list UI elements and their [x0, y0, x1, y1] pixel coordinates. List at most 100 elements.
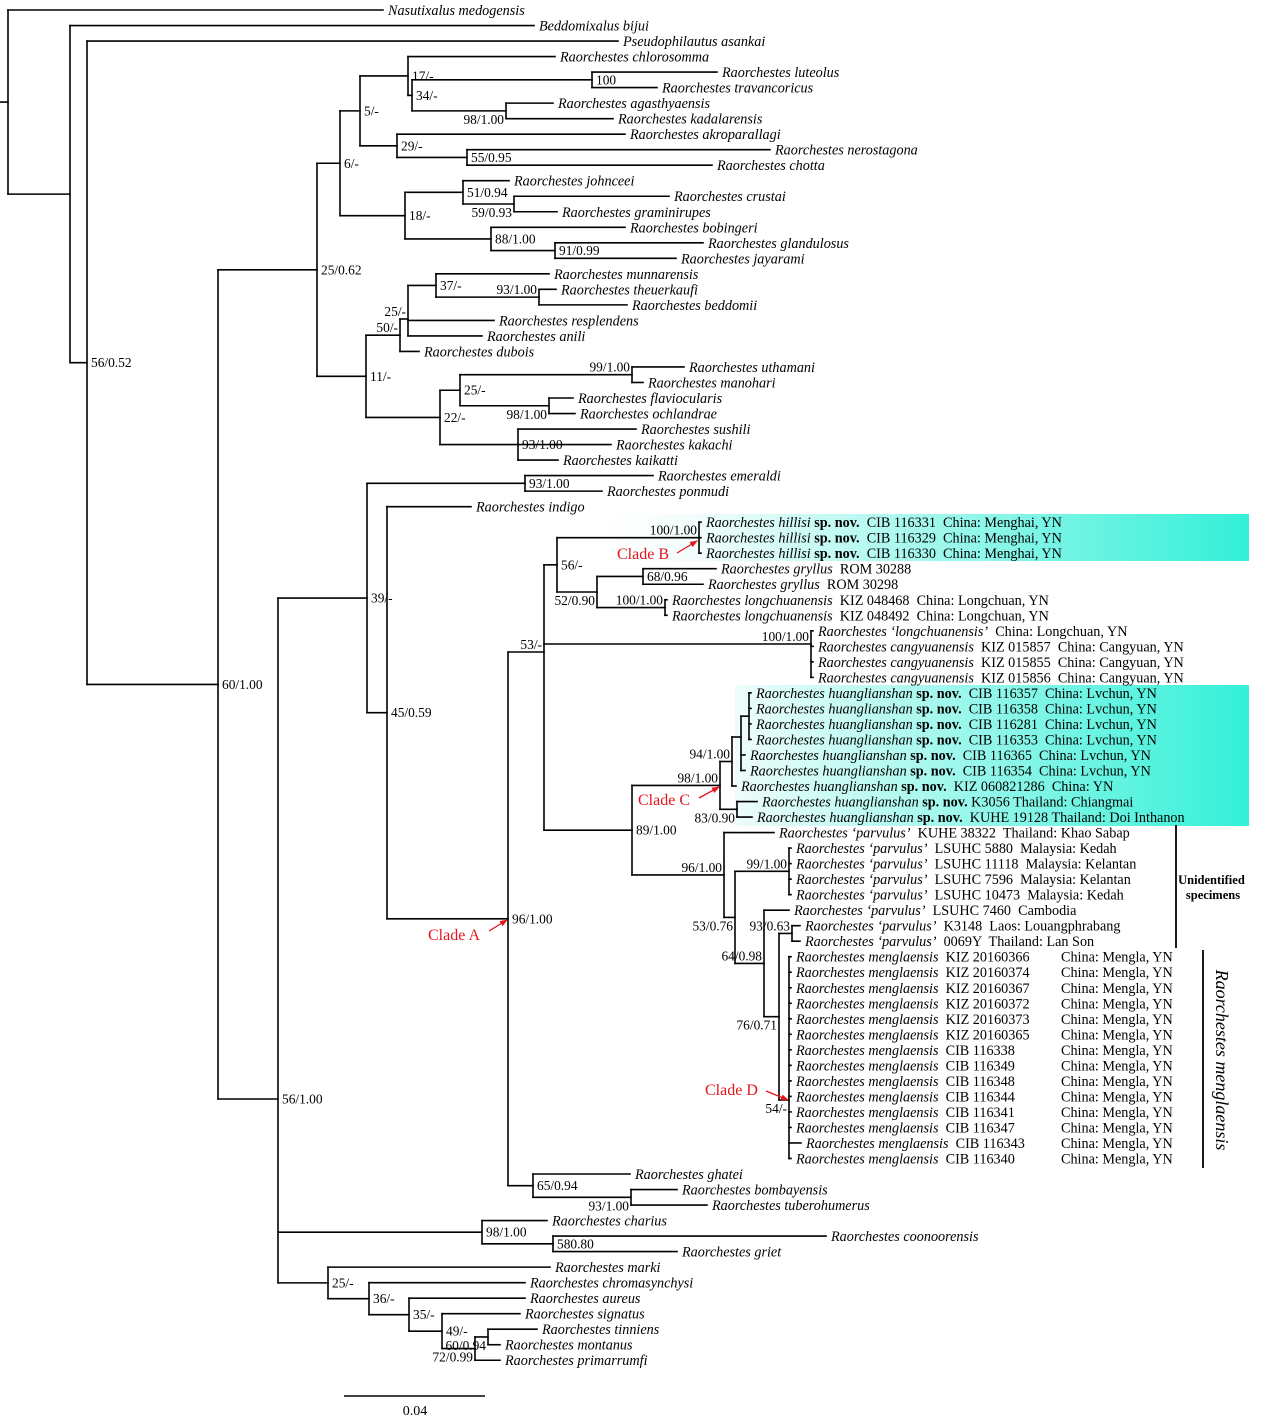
- voucher: CIB 116354: [963, 763, 1032, 779]
- taxon-name: Raorchestes menglaensis: [795, 1012, 939, 1028]
- leaf-label: Raorchestes travancoricus: [661, 81, 814, 97]
- clade-c-arrow-icon: [698, 786, 720, 799]
- support-value: 25/-: [464, 383, 486, 398]
- voucher: K3056: [971, 795, 1010, 811]
- leaf-label: Raorchestes huanglianshan sp. nov. CIB 1…: [749, 748, 1151, 764]
- support-value: 49/-: [446, 1324, 468, 1339]
- support-value: 60/0.94: [445, 1338, 486, 1353]
- taxon-name: Raorchestes johnceei: [513, 174, 634, 190]
- support-value: 39/-: [371, 591, 393, 606]
- support-value: 35/-: [413, 1307, 435, 1322]
- leaf-label: Raorchestes uthamani: [688, 360, 815, 376]
- support-value: 55/0.95: [471, 150, 512, 165]
- leaf-label: Raorchestes huanglianshan sp. nov. KIZ 0…: [740, 779, 1113, 795]
- leaf-label: Raorchestes ‘longchuanensis’ China: Long…: [817, 624, 1127, 640]
- locality: China: Mengla, YN: [1061, 950, 1173, 966]
- support-value: 100/1.00: [616, 593, 664, 608]
- leaf-label: Pseudophilautus asankai: [622, 34, 765, 50]
- leaf-label: Raorchestes ‘parvulus’ LSUHC 5880 Malays…: [795, 841, 1117, 857]
- taxon-name: Raorchestes marki: [554, 1260, 661, 1276]
- leaf-label: Raorchestes ‘parvulus’ LSUHC 11118 Malay…: [795, 857, 1136, 873]
- locality: China: Mengla, YN: [1061, 1105, 1173, 1121]
- leaf-label: Raorchestes munnarensis: [553, 267, 699, 283]
- locality: China: Mengla, YN: [1061, 1058, 1173, 1074]
- voucher: K3148: [944, 919, 983, 935]
- support-value: 56/-: [561, 557, 583, 572]
- leaf-label: Raorchestes jayarami: [680, 251, 805, 267]
- support-value: 51/0.94: [467, 185, 508, 200]
- leaf-label: Raorchestes huanglianshan sp. nov. CIB 1…: [755, 686, 1157, 702]
- locality: China: Cangyuan, YN: [1058, 670, 1184, 686]
- leaf-label: Raorchestes griet: [681, 1245, 782, 1261]
- locality: Malaysia: Kelantan: [1026, 857, 1137, 873]
- sp-nov-tag: sp. nov.: [916, 701, 961, 717]
- leaf-label: Raorchestes menglaensis CIB 116344 China:…: [795, 1089, 1173, 1105]
- support-value: 98/1.00: [677, 770, 718, 785]
- leaf-label: Raorchestes gryllus ROM 30288: [720, 562, 911, 578]
- clade-c-label: Clade C: [638, 792, 690, 809]
- taxon-name: Raorchestes chlorosomma: [559, 50, 709, 66]
- leaf-label: Raorchestes signatus: [524, 1307, 645, 1323]
- leaf-label: Raorchestes johnceei: [513, 174, 634, 190]
- leaf-label: Raorchestes menglaensis KIZ 20160373 Chin…: [795, 1012, 1173, 1028]
- locality: China: Mengla, YN: [1061, 1043, 1173, 1059]
- support-value: 53/-: [520, 637, 542, 652]
- voucher: KIZ 20160366: [946, 950, 1030, 966]
- leaf-label: Raorchestes indigo: [475, 500, 585, 516]
- leaf-label: Raorchestes ponmudi: [606, 484, 729, 500]
- taxon-name: Raorchestes cangyuanensis: [817, 670, 974, 686]
- locality: Thailand: Chiangmai: [1013, 795, 1133, 811]
- locality: China: Lvchun, YN: [1039, 748, 1151, 764]
- support-value: 34/-: [416, 88, 438, 103]
- voucher: CIB 116348: [946, 1074, 1015, 1090]
- clade-a-arrow-icon: [488, 919, 508, 932]
- locality: China: Lvchun, YN: [1045, 686, 1157, 702]
- taxon-name: Raorchestes anili: [486, 329, 585, 345]
- support-value: 98/1.00: [506, 407, 547, 422]
- taxon-name: Raorchestes kadalarensis: [617, 112, 763, 128]
- leaf-label: Raorchestes huanglianshan sp. nov. KUHE …: [756, 810, 1185, 826]
- locality: China: Menghai, YN: [943, 546, 1062, 562]
- voucher: KUHE 19128: [970, 810, 1048, 826]
- leaf-label: Raorchestes sushili: [640, 422, 750, 438]
- leaf-label: Raorchestes menglaensis CIB 116341 China:…: [795, 1105, 1173, 1121]
- taxon-name: Raorchestes longchuanensis: [671, 608, 833, 624]
- taxon-name: Raorchestes dubois: [423, 344, 535, 360]
- taxon-name: Raorchestes chotta: [716, 158, 825, 174]
- taxon-name: Raorchestes bombayensis: [681, 1183, 828, 1199]
- support-value: 25/-: [384, 304, 406, 319]
- scale-bar-label: 0.04: [403, 1404, 428, 1419]
- taxon-name: Raorchestes glandulosus: [707, 236, 849, 252]
- support-value: 45/0.59: [391, 705, 432, 720]
- support-value: 100/1.00: [650, 523, 698, 538]
- leaf-label: Raorchestes menglaensis KIZ 20160365 Chin…: [795, 1027, 1173, 1043]
- taxon-name: Beddomixalus bijui: [539, 19, 649, 35]
- sp-nov-tag: sp. nov.: [814, 531, 859, 547]
- clade-b-arrow-icon: [676, 540, 698, 554]
- highlight-huanglianshan: [735, 685, 1249, 826]
- clade-d-label: Clade D: [705, 1082, 758, 1099]
- leaf-label: Raorchestes marki: [554, 1260, 661, 1276]
- locality: Malaysia: Kelantan: [1020, 872, 1131, 888]
- voucher: KUHE 38322: [918, 826, 996, 842]
- locality: China: Lvchun, YN: [1039, 763, 1151, 779]
- locality: China: Longchuan, YN: [995, 624, 1127, 640]
- leaf-label: Raorchestes huanglianshan sp. nov. CIB 1…: [755, 717, 1157, 733]
- voucher: CIB 116349: [946, 1058, 1015, 1074]
- sp-nov-tag: sp. nov.: [916, 717, 961, 733]
- sp-nov-tag: sp. nov.: [922, 795, 967, 811]
- locality: Laos: Louangphrabang: [989, 919, 1120, 935]
- support-value: 29/-: [401, 138, 423, 153]
- taxon-name: Raorchestes gryllus: [720, 562, 833, 578]
- leaf-label: Raorchestes cangyuanensis KIZ 015856 Chi…: [817, 670, 1184, 686]
- support-value: 60/1.00: [222, 677, 263, 692]
- taxon-name: Raorchestes menglaensis: [795, 981, 939, 997]
- locality: Thailand: Lan Son: [989, 934, 1095, 950]
- leaf-label: Raorchestes anili: [486, 329, 585, 345]
- voucher: LSUHC 11118: [935, 857, 1019, 873]
- sp-nov-tag: sp. nov.: [916, 686, 961, 702]
- voucher: KIZ 20160374: [946, 965, 1030, 981]
- support-value: 59/0.93: [471, 205, 512, 220]
- support-value: 580.80: [557, 1236, 594, 1251]
- leaf-label: Raorchestes ochlandrae: [579, 407, 717, 423]
